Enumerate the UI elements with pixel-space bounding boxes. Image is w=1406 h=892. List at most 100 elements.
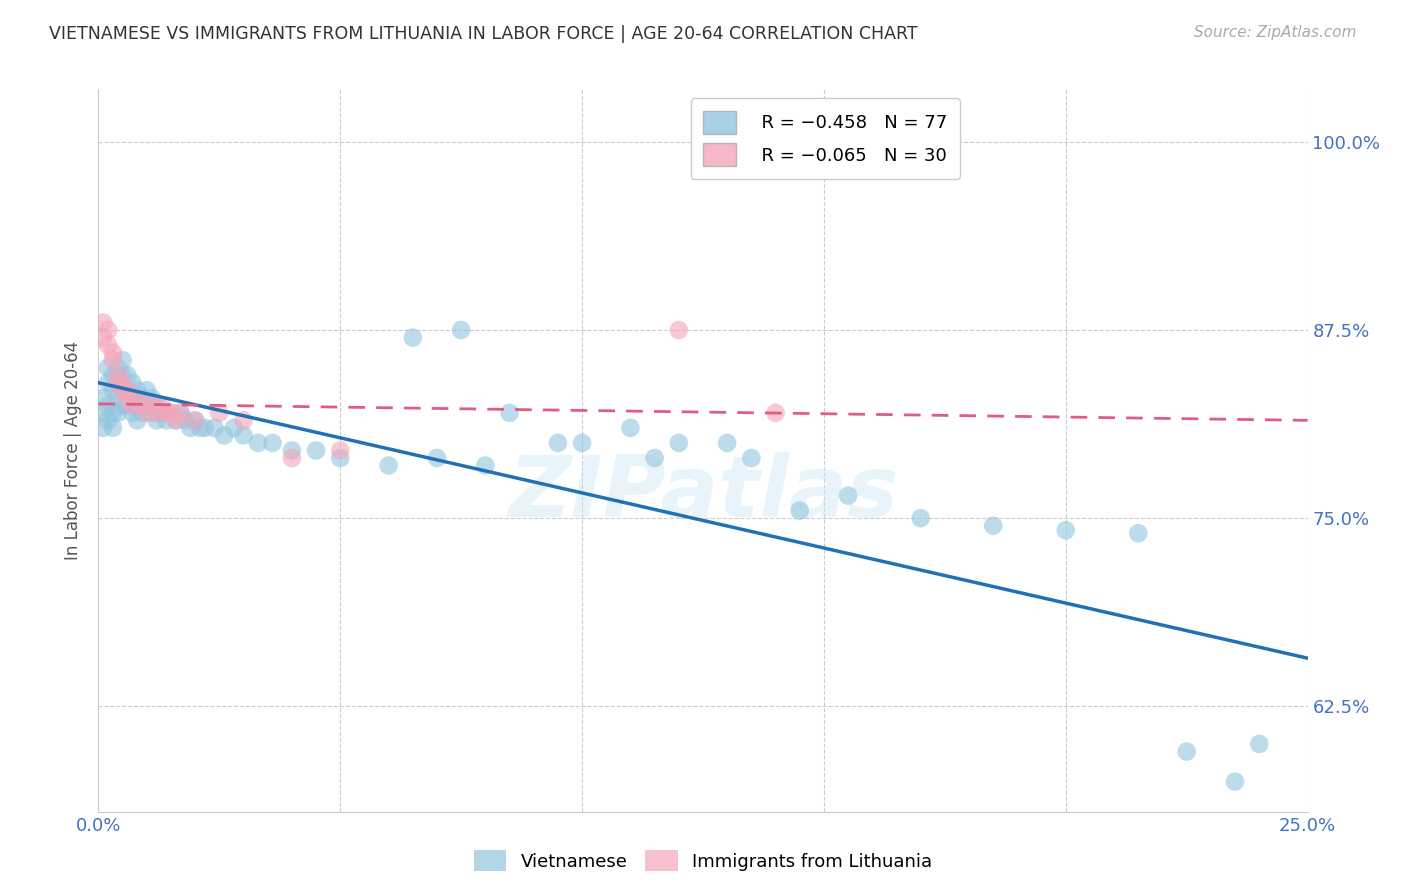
Point [141,391,163,405]
Point [135,406,157,420]
Point [145,398,167,412]
Point [668,323,690,337]
Text: Source: ZipAtlas.com: Source: ZipAtlas.com [1194,25,1357,40]
Point [169,406,191,420]
Point [127,398,149,412]
Point [111,384,134,398]
Point [740,450,762,465]
Point [377,458,399,473]
Point [174,413,197,427]
Point [107,368,129,383]
Text: VIETNAMESE VS IMMIGRANTS FROM LITHUANIA IN LABOR FORCE | AGE 20-64 CORRELATION C: VIETNAMESE VS IMMIGRANTS FROM LITHUANIA … [49,25,918,43]
Point [281,443,304,458]
Point [121,376,143,390]
Point [474,458,496,473]
Point [117,398,139,412]
Point [232,413,254,427]
Point [121,398,143,412]
Point [329,443,352,458]
Point [127,391,149,405]
Point [97,376,120,390]
Point [131,391,153,405]
Point [101,384,124,398]
Point [837,489,859,503]
Point [107,406,129,420]
Point [160,406,183,420]
Point [91,391,114,405]
Point [141,406,163,420]
Point [281,450,304,465]
Point [101,421,124,435]
Point [789,503,811,517]
Point [184,413,207,427]
Point [498,406,520,420]
Point [222,421,245,435]
Point [97,360,120,375]
Point [247,436,270,450]
Point [117,384,139,398]
Point [117,384,139,398]
Point [1223,774,1246,789]
Point [117,391,139,405]
Point [155,413,177,427]
Point [107,376,129,390]
Point [910,511,932,525]
Point [179,421,201,435]
Point [97,323,120,337]
Point [194,421,217,435]
Point [232,428,254,442]
Point [208,406,231,420]
Legend:   R = −0.458   N = 77,   R = −0.065   N = 30: R = −0.458 N = 77, R = −0.065 N = 30 [690,98,960,179]
Point [765,406,787,420]
Point [91,406,114,420]
Point [97,398,120,412]
Point [121,406,143,420]
Point [111,368,134,383]
Point [135,398,157,412]
Legend: Vietnamese, Immigrants from Lithuania: Vietnamese, Immigrants from Lithuania [467,843,939,879]
Point [135,384,157,398]
Point [145,413,167,427]
Point [619,421,641,435]
Point [111,398,134,412]
Point [262,436,284,450]
Point [107,376,129,390]
Point [111,376,134,390]
Point [1054,523,1077,537]
Point [668,436,690,450]
Point [91,421,114,435]
Point [141,398,163,412]
Point [101,368,124,383]
Point [169,406,191,420]
Point [91,316,114,330]
Point [97,338,120,352]
Point [981,518,1004,533]
Point [716,436,738,450]
Point [204,421,226,435]
Point [644,450,666,465]
Point [150,398,173,412]
Point [426,450,449,465]
Point [1128,526,1150,541]
Point [131,406,153,420]
Point [212,428,235,442]
Point [91,330,114,344]
Point [402,330,425,344]
Point [155,406,177,420]
Point [450,323,472,337]
Point [127,384,149,398]
Point [305,443,328,458]
Point [101,406,124,420]
Point [101,353,124,368]
Point [188,421,211,435]
Point [329,450,352,465]
Point [571,436,593,450]
Point [101,345,124,359]
Point [150,406,173,420]
Point [160,406,183,420]
Point [127,413,149,427]
Point [547,436,569,450]
Point [121,391,143,405]
Point [117,368,139,383]
Point [111,353,134,368]
